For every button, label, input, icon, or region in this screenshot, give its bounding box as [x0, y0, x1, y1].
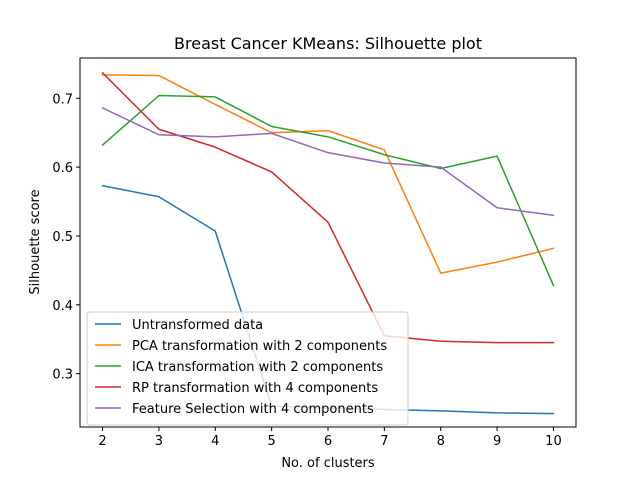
x-tick-label: 4 [211, 434, 219, 449]
legend: Untransformed data PCA transformation wit… [86, 311, 409, 426]
series-line-3 [101, 94, 555, 287]
legend-label: Untransformed data [132, 318, 263, 333]
y-tick-label: 0.3 [52, 368, 73, 383]
y-tick-label: 0.6 [52, 161, 73, 176]
series-line-2 [101, 74, 555, 274]
y-tick-label: 0.5 [52, 230, 73, 245]
x-tick-label: 9 [493, 434, 501, 449]
x-tick-label: 2 [98, 434, 106, 449]
legend-label: RP transformation with 4 components [132, 381, 378, 396]
x-axis: 2 3 4 5 6 7 8 9 10 [98, 427, 562, 449]
series-line-4 [101, 71, 555, 344]
chart-title: Breast Cancer KMeans: Silhouette plot [174, 34, 482, 53]
y-axis: 0.3 0.4 0.5 0.6 0.7 [52, 92, 80, 383]
x-tick-label: 6 [324, 434, 332, 449]
legend-label: ICA transformation with 2 components [132, 360, 383, 375]
x-tick-label: 7 [380, 434, 388, 449]
legend-box [86, 311, 409, 426]
x-axis-label: No. of clusters [281, 456, 375, 471]
y-tick-label: 0.7 [52, 92, 73, 107]
x-tick-label: 8 [437, 434, 445, 449]
x-tick-label: 5 [267, 434, 275, 449]
x-tick-label: 3 [155, 434, 163, 449]
legend-label: Feature Selection with 4 components [132, 402, 374, 417]
legend-label: PCA transformation with 2 components [132, 339, 387, 354]
series-line-5 [101, 106, 555, 217]
x-tick-label: 10 [545, 434, 562, 449]
y-axis-label: Silhouette score [28, 189, 43, 294]
y-tick-label: 0.4 [52, 299, 73, 314]
plot-frame [79, 57, 577, 428]
